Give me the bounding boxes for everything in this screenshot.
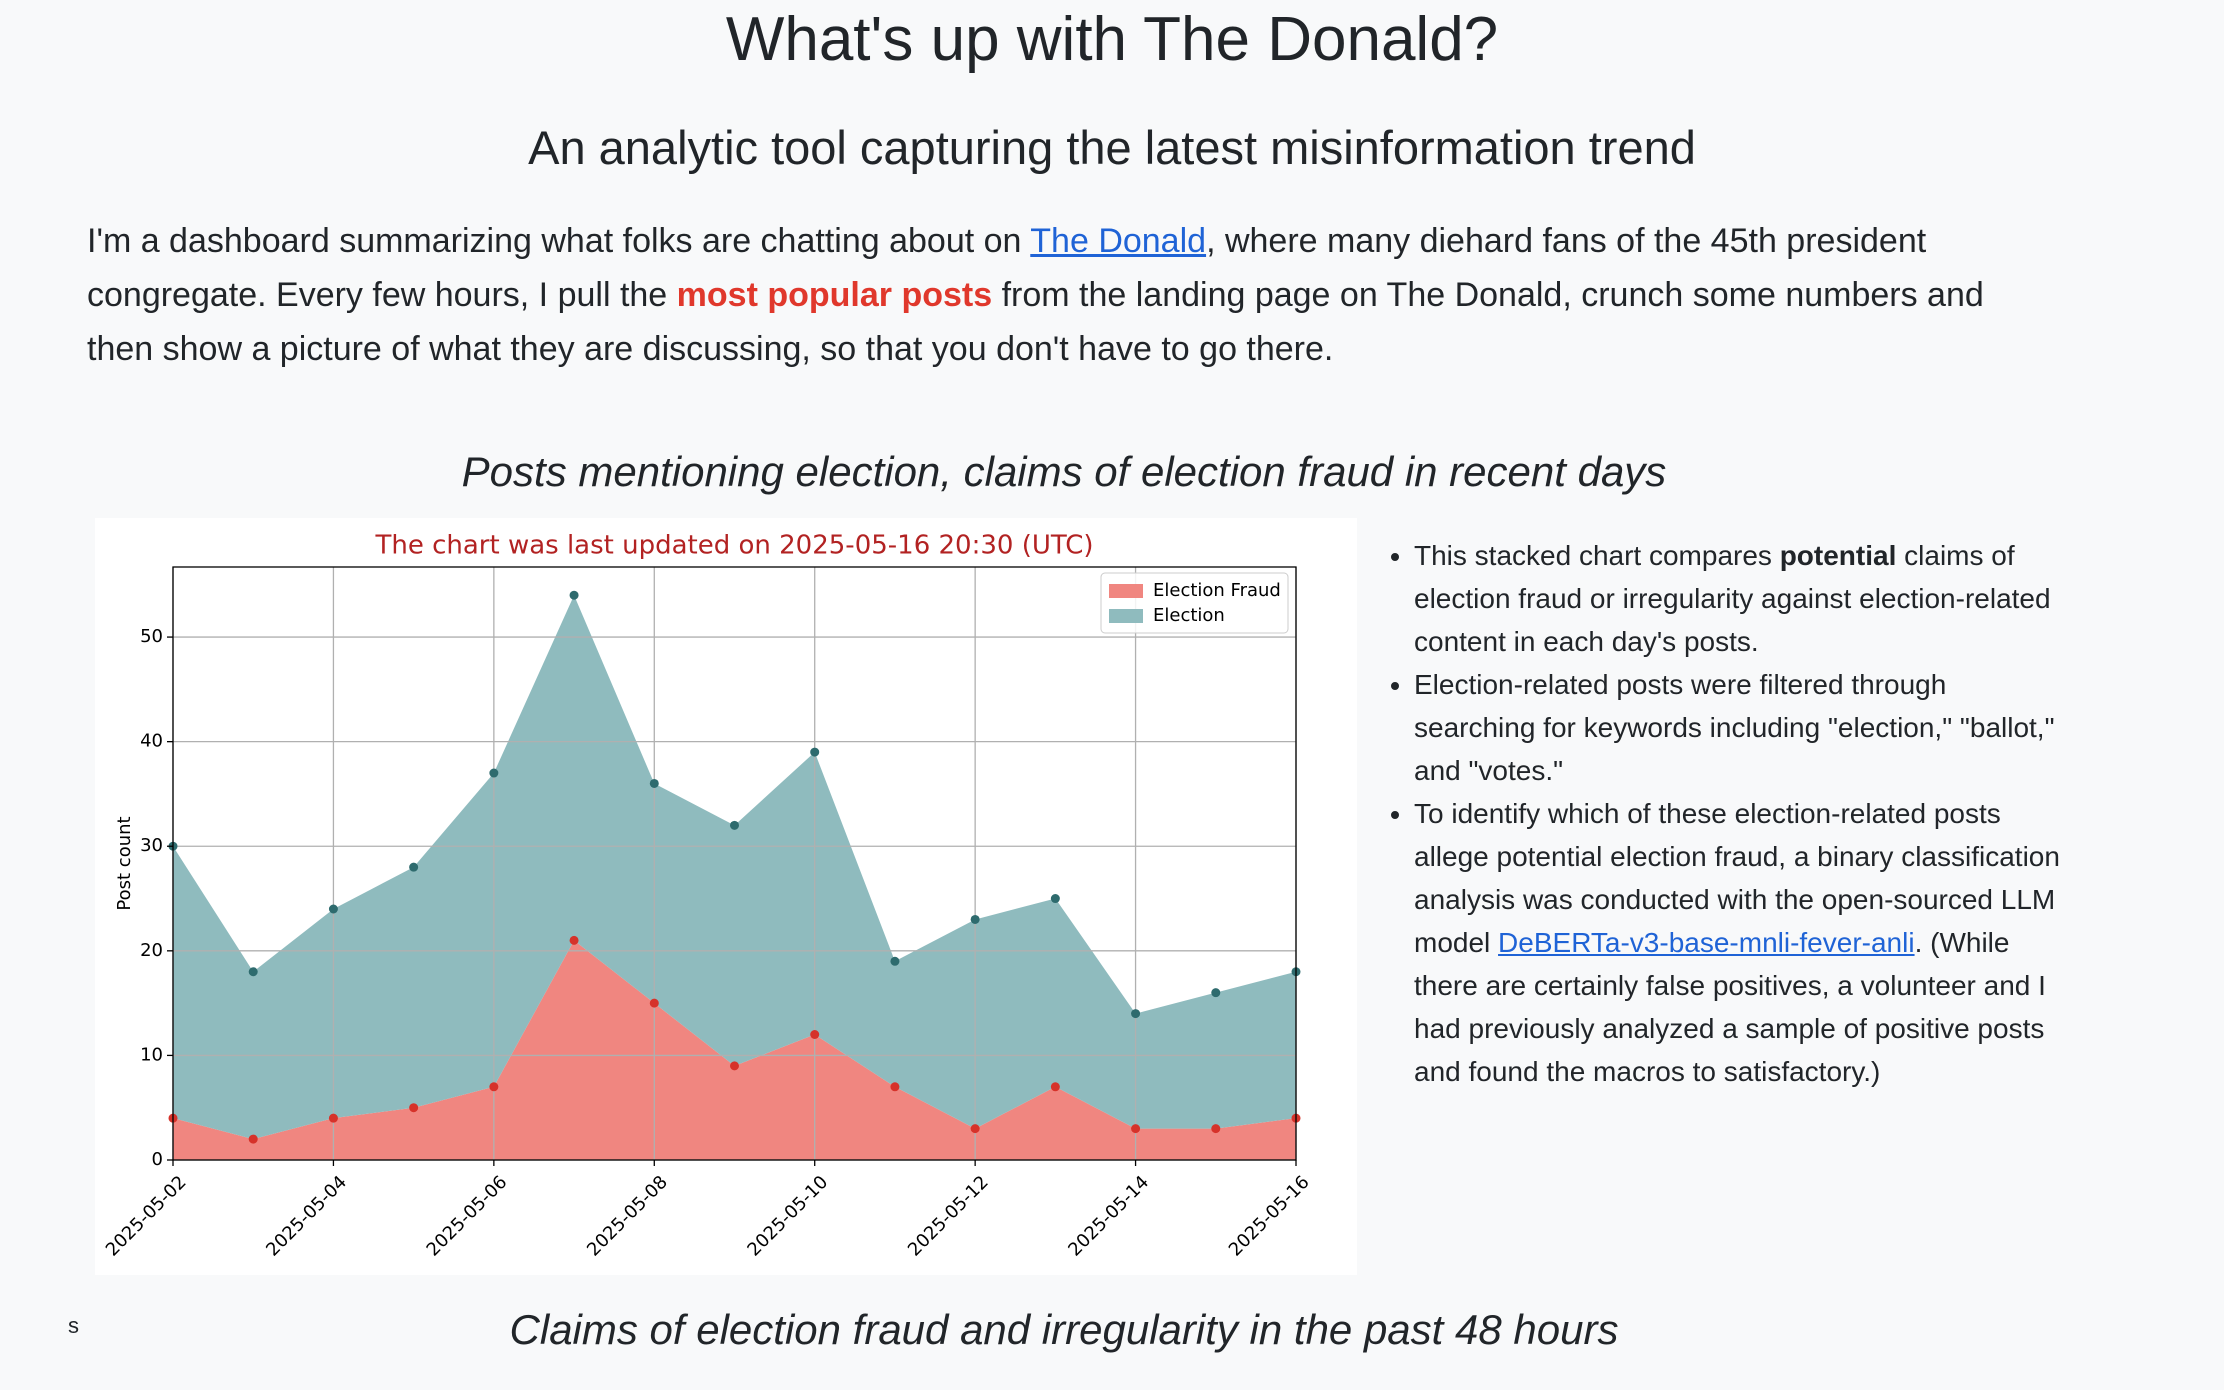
data-point	[409, 1103, 419, 1113]
x-tick-label: 2025-05-02	[102, 1172, 191, 1261]
page-title: What's up with The Donald?	[725, 5, 1499, 74]
bold: potential	[1779, 540, 1897, 571]
y-axis-label: Post count	[114, 816, 135, 910]
area	[173, 940, 1296, 1160]
data-point	[489, 768, 499, 778]
text: , where many diehard fans of the 45th pr…	[87, 222, 1927, 314]
data-point	[730, 820, 739, 830]
y-tick-label: 30	[140, 835, 163, 856]
data-point	[489, 1082, 499, 1092]
section-heading: Posts mentioning election, claims of ele…	[461, 448, 1667, 495]
text: . (While there are certainly false posit…	[1414, 927, 2046, 1087]
data-point	[328, 904, 338, 914]
data-point	[1211, 1124, 1221, 1134]
stray-text: s	[68, 1313, 79, 1338]
chart: The chart was last updated on 2025-05-16…	[95, 518, 1357, 1275]
legend-swatch	[1109, 609, 1143, 623]
y-tick-label: 0	[152, 1149, 163, 1170]
y-tick-label: 20	[140, 940, 163, 961]
data-point	[890, 1082, 900, 1092]
note: To identify which of these election-rela…	[1414, 792, 2074, 1093]
intro: I'm a dashboard summarizing what folks a…	[87, 214, 2037, 376]
text: claims of election fraud or irregularity…	[1414, 540, 2051, 657]
y-tick-label: 40	[140, 731, 163, 752]
x-tick-label: 2025-05-10	[743, 1172, 832, 1261]
data-point	[649, 998, 659, 1008]
data-point	[1131, 1009, 1141, 1019]
chart-title: The chart was last updated on 2025-05-16…	[374, 531, 1093, 561]
legend-label: Election	[1153, 605, 1225, 626]
x-tick-label: 2025-05-04	[262, 1172, 351, 1261]
data-point	[810, 747, 820, 757]
data-point	[248, 967, 258, 977]
data-point	[970, 914, 980, 924]
data-point	[1211, 988, 1221, 998]
link[interactable]: DeBERTa-v3-base-mnli-fever-anli	[1498, 927, 1915, 958]
data-point	[1050, 894, 1060, 904]
text: This stacked chart compares	[1414, 540, 1780, 571]
highlight: most popular posts	[676, 276, 993, 314]
x-tick-label: 2025-05-12	[904, 1172, 993, 1261]
data-point	[328, 1113, 338, 1123]
data-point	[569, 935, 579, 945]
x-tick-label: 2025-05-14	[1064, 1172, 1153, 1261]
legend-box	[1100, 572, 1289, 634]
data-point	[1131, 1124, 1141, 1134]
data-point	[890, 956, 900, 966]
text: from the landing page on The Donald, cru…	[87, 276, 1984, 368]
y-tick-label: 50	[140, 626, 163, 647]
data-point	[1050, 1082, 1060, 1092]
data-point	[409, 862, 419, 872]
section-heading: Claims of election fraud and irregularit…	[509, 1306, 1619, 1353]
data-point	[248, 1134, 258, 1144]
area	[173, 595, 1296, 1140]
data-point	[810, 1029, 820, 1039]
data-point	[569, 590, 579, 600]
x-tick-label: 2025-05-06	[423, 1172, 512, 1261]
legend-swatch	[1109, 584, 1143, 598]
legend-label: Election Fraud	[1153, 580, 1281, 601]
text: I'm a dashboard summarizing what folks a…	[87, 222, 1031, 260]
data-point	[970, 1124, 980, 1134]
text: To identify which of these election-rela…	[1414, 798, 2060, 958]
data-point	[730, 1061, 739, 1071]
plot-frame	[172, 566, 1297, 1161]
x-tick-label: 2025-05-16	[1225, 1172, 1314, 1261]
link[interactable]: The Donald	[1030, 222, 1207, 260]
note: This stacked chart compares potential cl…	[1414, 534, 2074, 663]
data-point	[649, 778, 659, 788]
y-tick-label: 10	[140, 1044, 163, 1065]
x-tick-label: 2025-05-08	[583, 1172, 672, 1261]
notes: This stacked chart compares potential cl…	[1380, 534, 2074, 1093]
page-subtitle: An analytic tool capturing the latest mi…	[528, 121, 1696, 174]
note: Election-related posts were filtered thr…	[1414, 663, 2074, 792]
